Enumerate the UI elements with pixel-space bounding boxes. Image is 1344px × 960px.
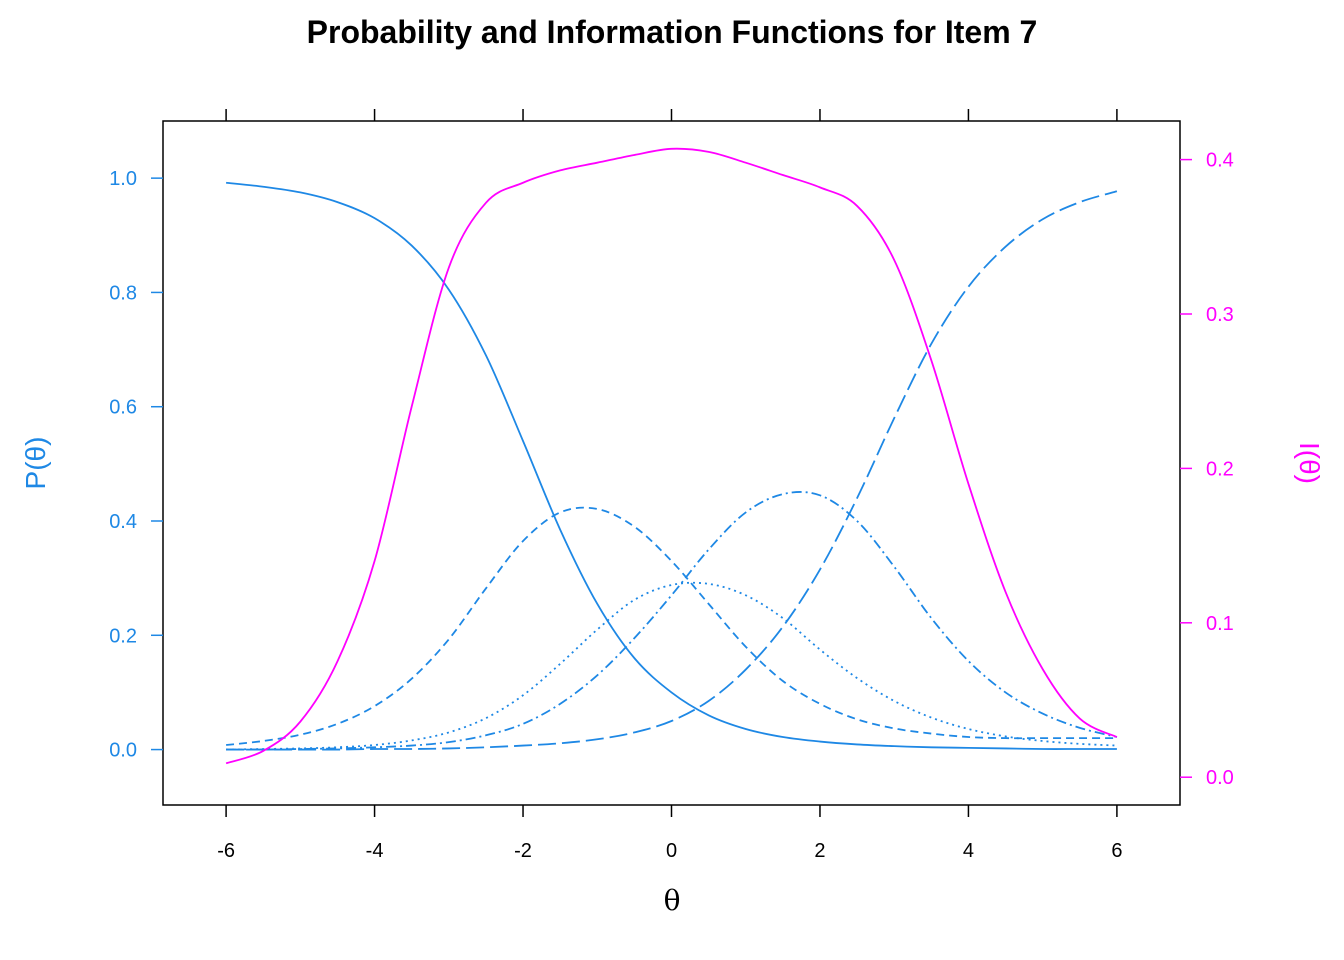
probability-curve-5 [226, 190, 1118, 751]
x-tick-label: -4 [366, 840, 384, 862]
x-tick-label: 2 [814, 840, 825, 862]
x-axis-top [225, 109, 1118, 121]
chart-title: Probability and Information Functions fo… [307, 14, 1038, 50]
y-axis-left-title: P(θ) [20, 437, 51, 490]
probability-curve-4 [226, 491, 1118, 751]
y-left-tick-label: 0.2 [109, 625, 137, 647]
x-axis-bottom: -6 -4 -2 0 2 4 6 [217, 805, 1122, 862]
y-axis-right-title: I(θ) [1294, 442, 1325, 484]
y-right-tick-label: 0.2 [1206, 458, 1234, 480]
x-axis-title: θ [664, 884, 681, 917]
y-right-tick-label: 0.1 [1206, 613, 1234, 635]
y-left-tick-label: 0.8 [109, 282, 137, 304]
x-tick-label: -6 [217, 840, 235, 862]
x-tick-label: -2 [514, 840, 532, 862]
y-right-tick-label: 0.3 [1206, 304, 1234, 326]
x-tick-label: 4 [963, 840, 974, 862]
probability-curve-2 [226, 506, 1117, 746]
information-curve [225, 147, 1118, 765]
y-left-tick-label: 0.4 [109, 511, 137, 533]
x-tick-label: 0 [666, 840, 677, 862]
y-left-tick-label: 0.0 [109, 740, 137, 762]
y-right-tick-label: 0.0 [1206, 767, 1234, 789]
y-left-tick-label: 1.0 [109, 168, 137, 190]
series-layer [225, 147, 1118, 765]
x-tick-label: 6 [1111, 840, 1122, 862]
probability-curve-1 [226, 181, 1117, 750]
y-axis-right: 0.0 0.1 0.2 0.3 0.4 [1180, 150, 1234, 789]
y-axis-left: 0.0 0.2 0.4 0.6 0.8 1.0 [109, 168, 163, 762]
y-right-tick-label: 0.4 [1206, 150, 1234, 172]
y-left-tick-label: 0.6 [109, 397, 137, 419]
